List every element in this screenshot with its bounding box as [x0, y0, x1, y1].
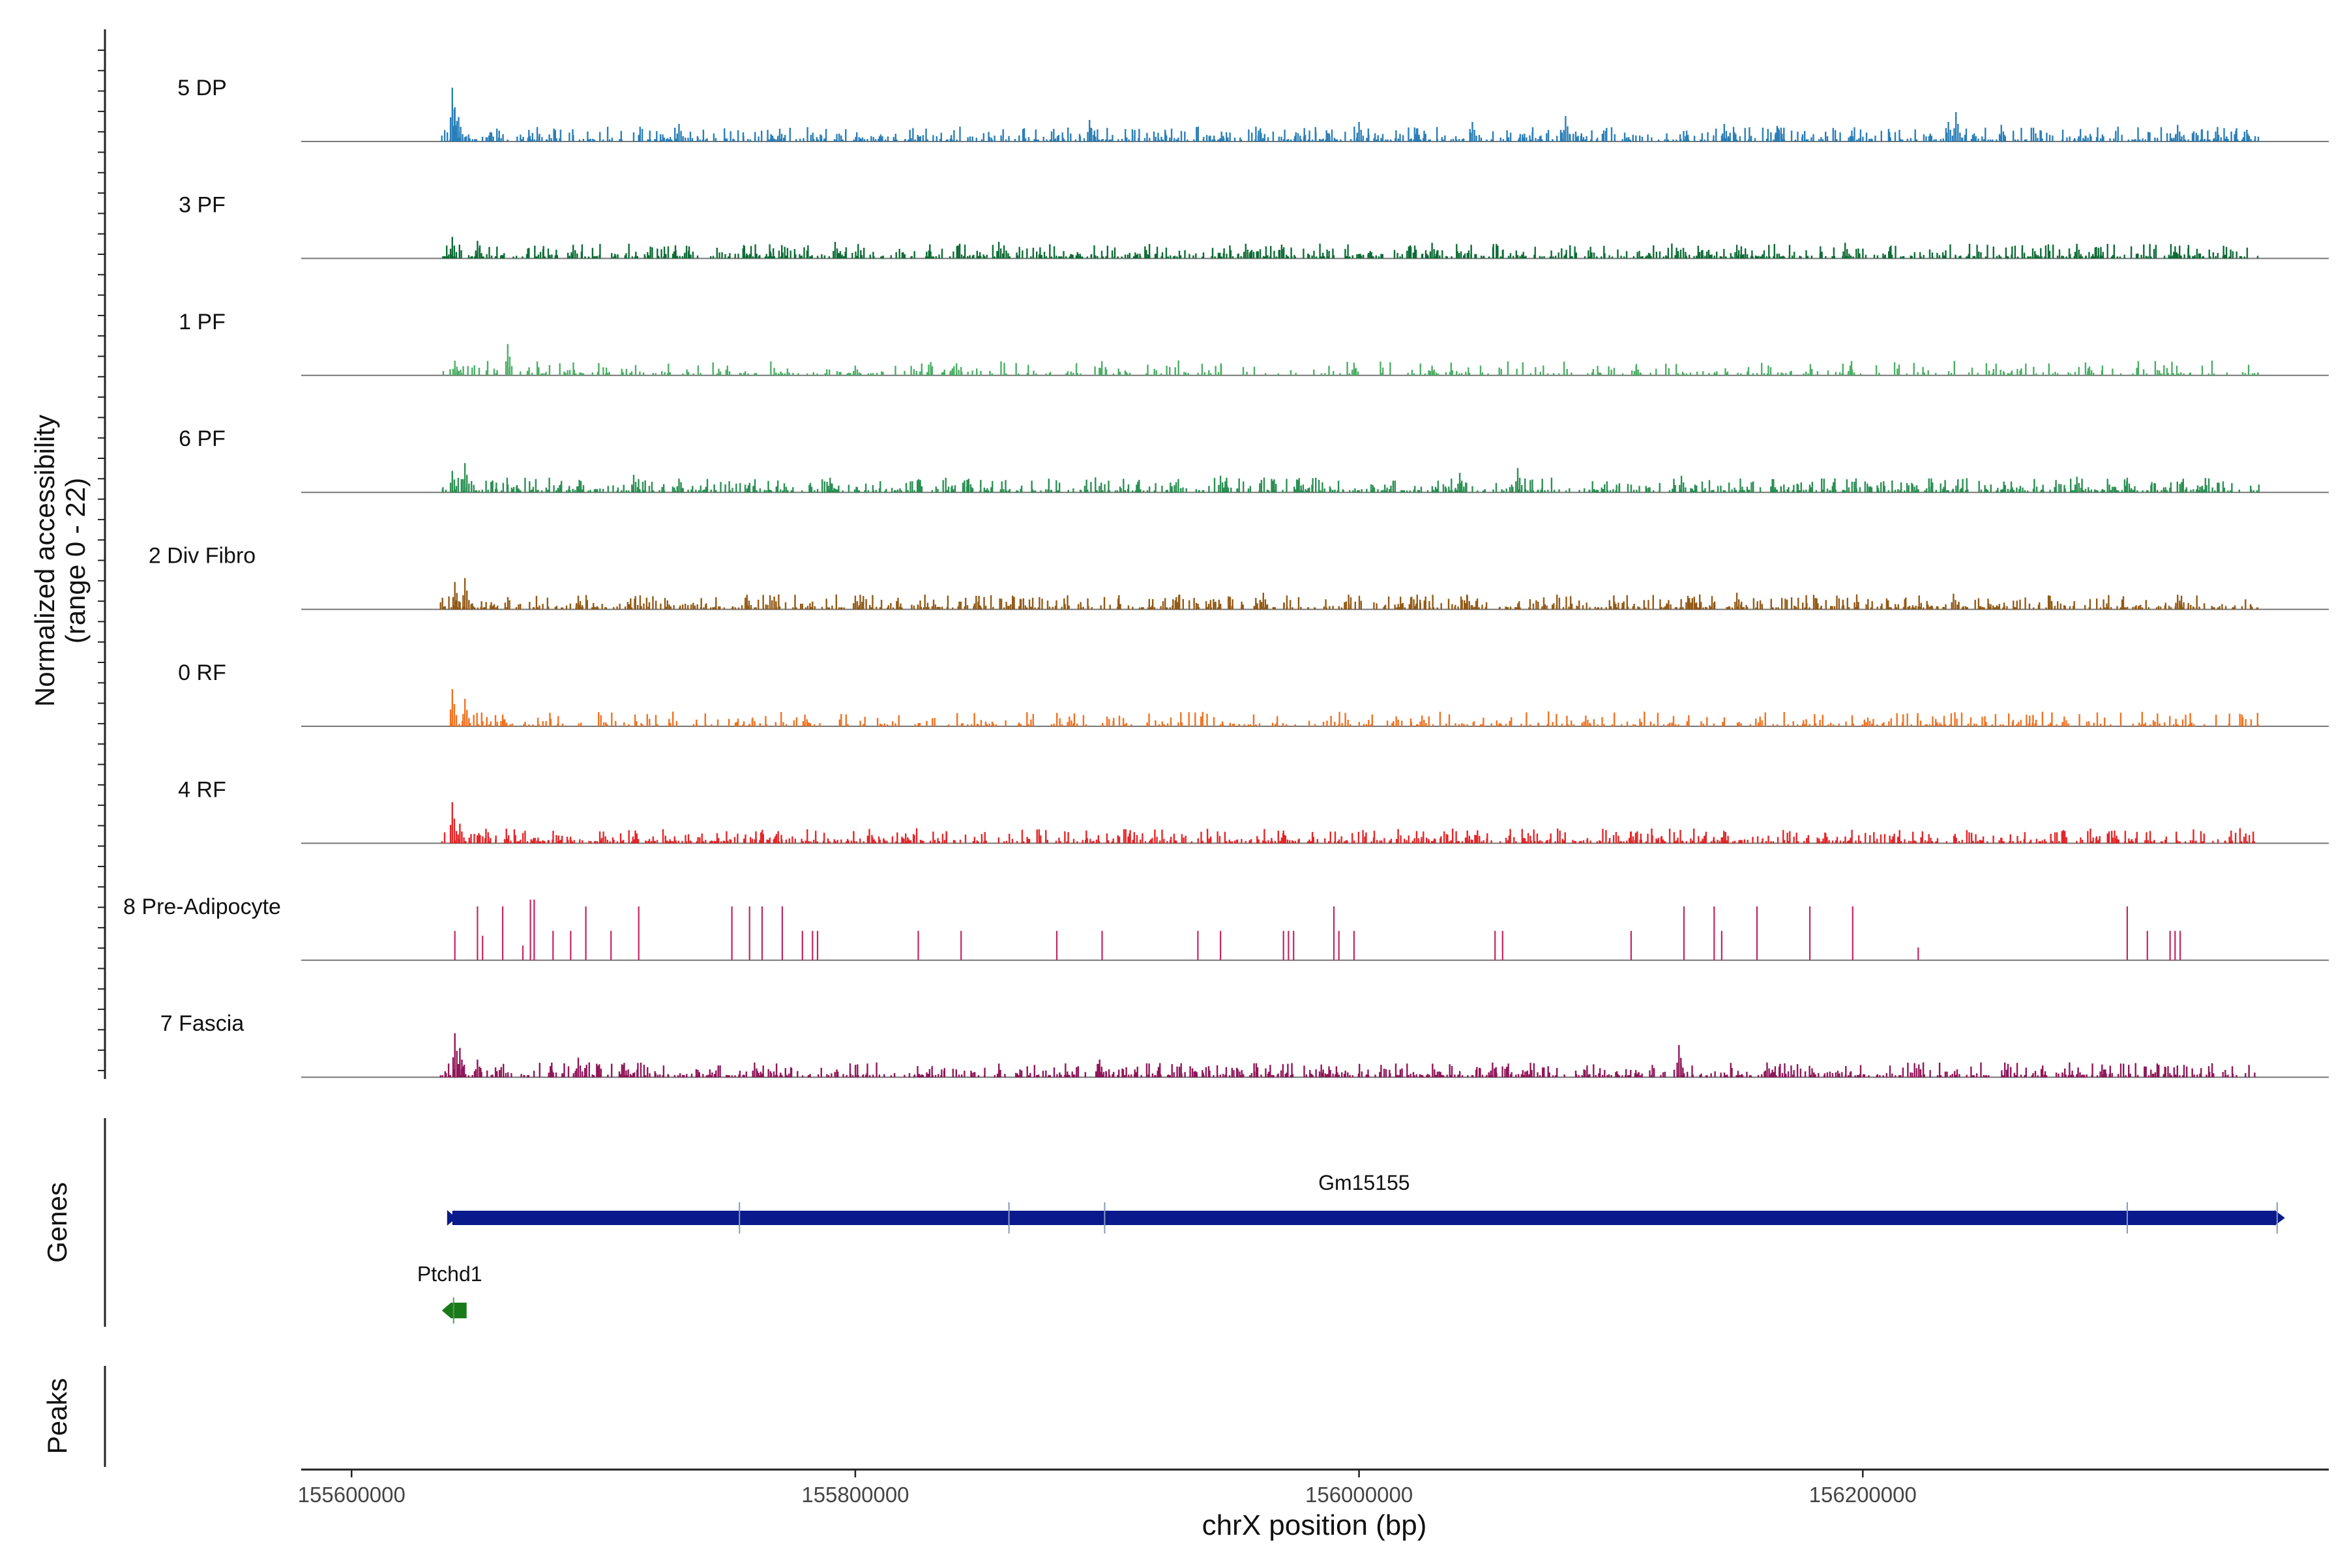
track-label: 4 RF: [178, 777, 226, 802]
track-label: 8 Pre-Adipocyte: [123, 895, 281, 919]
track-signal: [441, 463, 2260, 493]
gene-label: Ptchd1: [417, 1262, 482, 1286]
track-signal: [449, 689, 2259, 726]
track-signal: [441, 802, 2255, 844]
gene-label: Gm15155: [1318, 1171, 1410, 1194]
track-label: 1 PF: [179, 310, 226, 334]
x-tick-label: 155800000: [801, 1483, 909, 1507]
track-label: 6 PF: [179, 426, 226, 451]
x-tick-label: 156200000: [1809, 1483, 1917, 1507]
gene-strand-arrow: [2274, 1210, 2285, 1226]
track-signal: [439, 1033, 2256, 1078]
coverage-track: 0 RF: [178, 660, 2329, 727]
genes-panel-label: Genes: [42, 1182, 72, 1263]
y-axis-label-line1: Normalized accessibility: [29, 415, 60, 707]
y-axis-label-line2: (range 0 - 22): [60, 478, 91, 643]
coverage-track: 4 RF: [178, 777, 2329, 844]
coverage-track: 1 PF: [179, 310, 2329, 376]
track-signal: [441, 87, 2260, 141]
gene-body: [452, 1211, 2276, 1225]
track-label: 7 Fascia: [160, 1011, 244, 1036]
gene-start-marker: [447, 1210, 456, 1226]
track-label: 5 DP: [177, 76, 227, 100]
x-tick-label: 155600000: [298, 1483, 406, 1507]
gene-gm15155: Gm15155: [447, 1171, 2285, 1234]
coverage-track: 3 PF: [179, 192, 2329, 259]
coverage-track: 6 PF: [179, 426, 2329, 494]
track-signal: [442, 344, 2259, 376]
coverage-track: 8 Pre-Adipocyte: [123, 895, 2329, 961]
track-signal: [454, 899, 2181, 960]
coverage-track: 5 DP: [177, 76, 2329, 142]
track-label: 2 Div Fibro: [149, 544, 256, 569]
track-signal: [442, 237, 2259, 259]
track-label: 0 RF: [178, 660, 226, 685]
coverage-track: 7 Fascia: [160, 1011, 2329, 1078]
track-label: 3 PF: [179, 192, 226, 217]
x-tick-label: 156000000: [1305, 1483, 1413, 1507]
coverage-track: 2 Div Fibro: [149, 544, 2329, 610]
x-axis-label: chrX position (bp): [1202, 1509, 1427, 1541]
peaks-panel-label: Peaks: [42, 1378, 72, 1455]
gene-ptchd1: Ptchd1: [417, 1262, 482, 1324]
track-signal: [439, 578, 2259, 610]
